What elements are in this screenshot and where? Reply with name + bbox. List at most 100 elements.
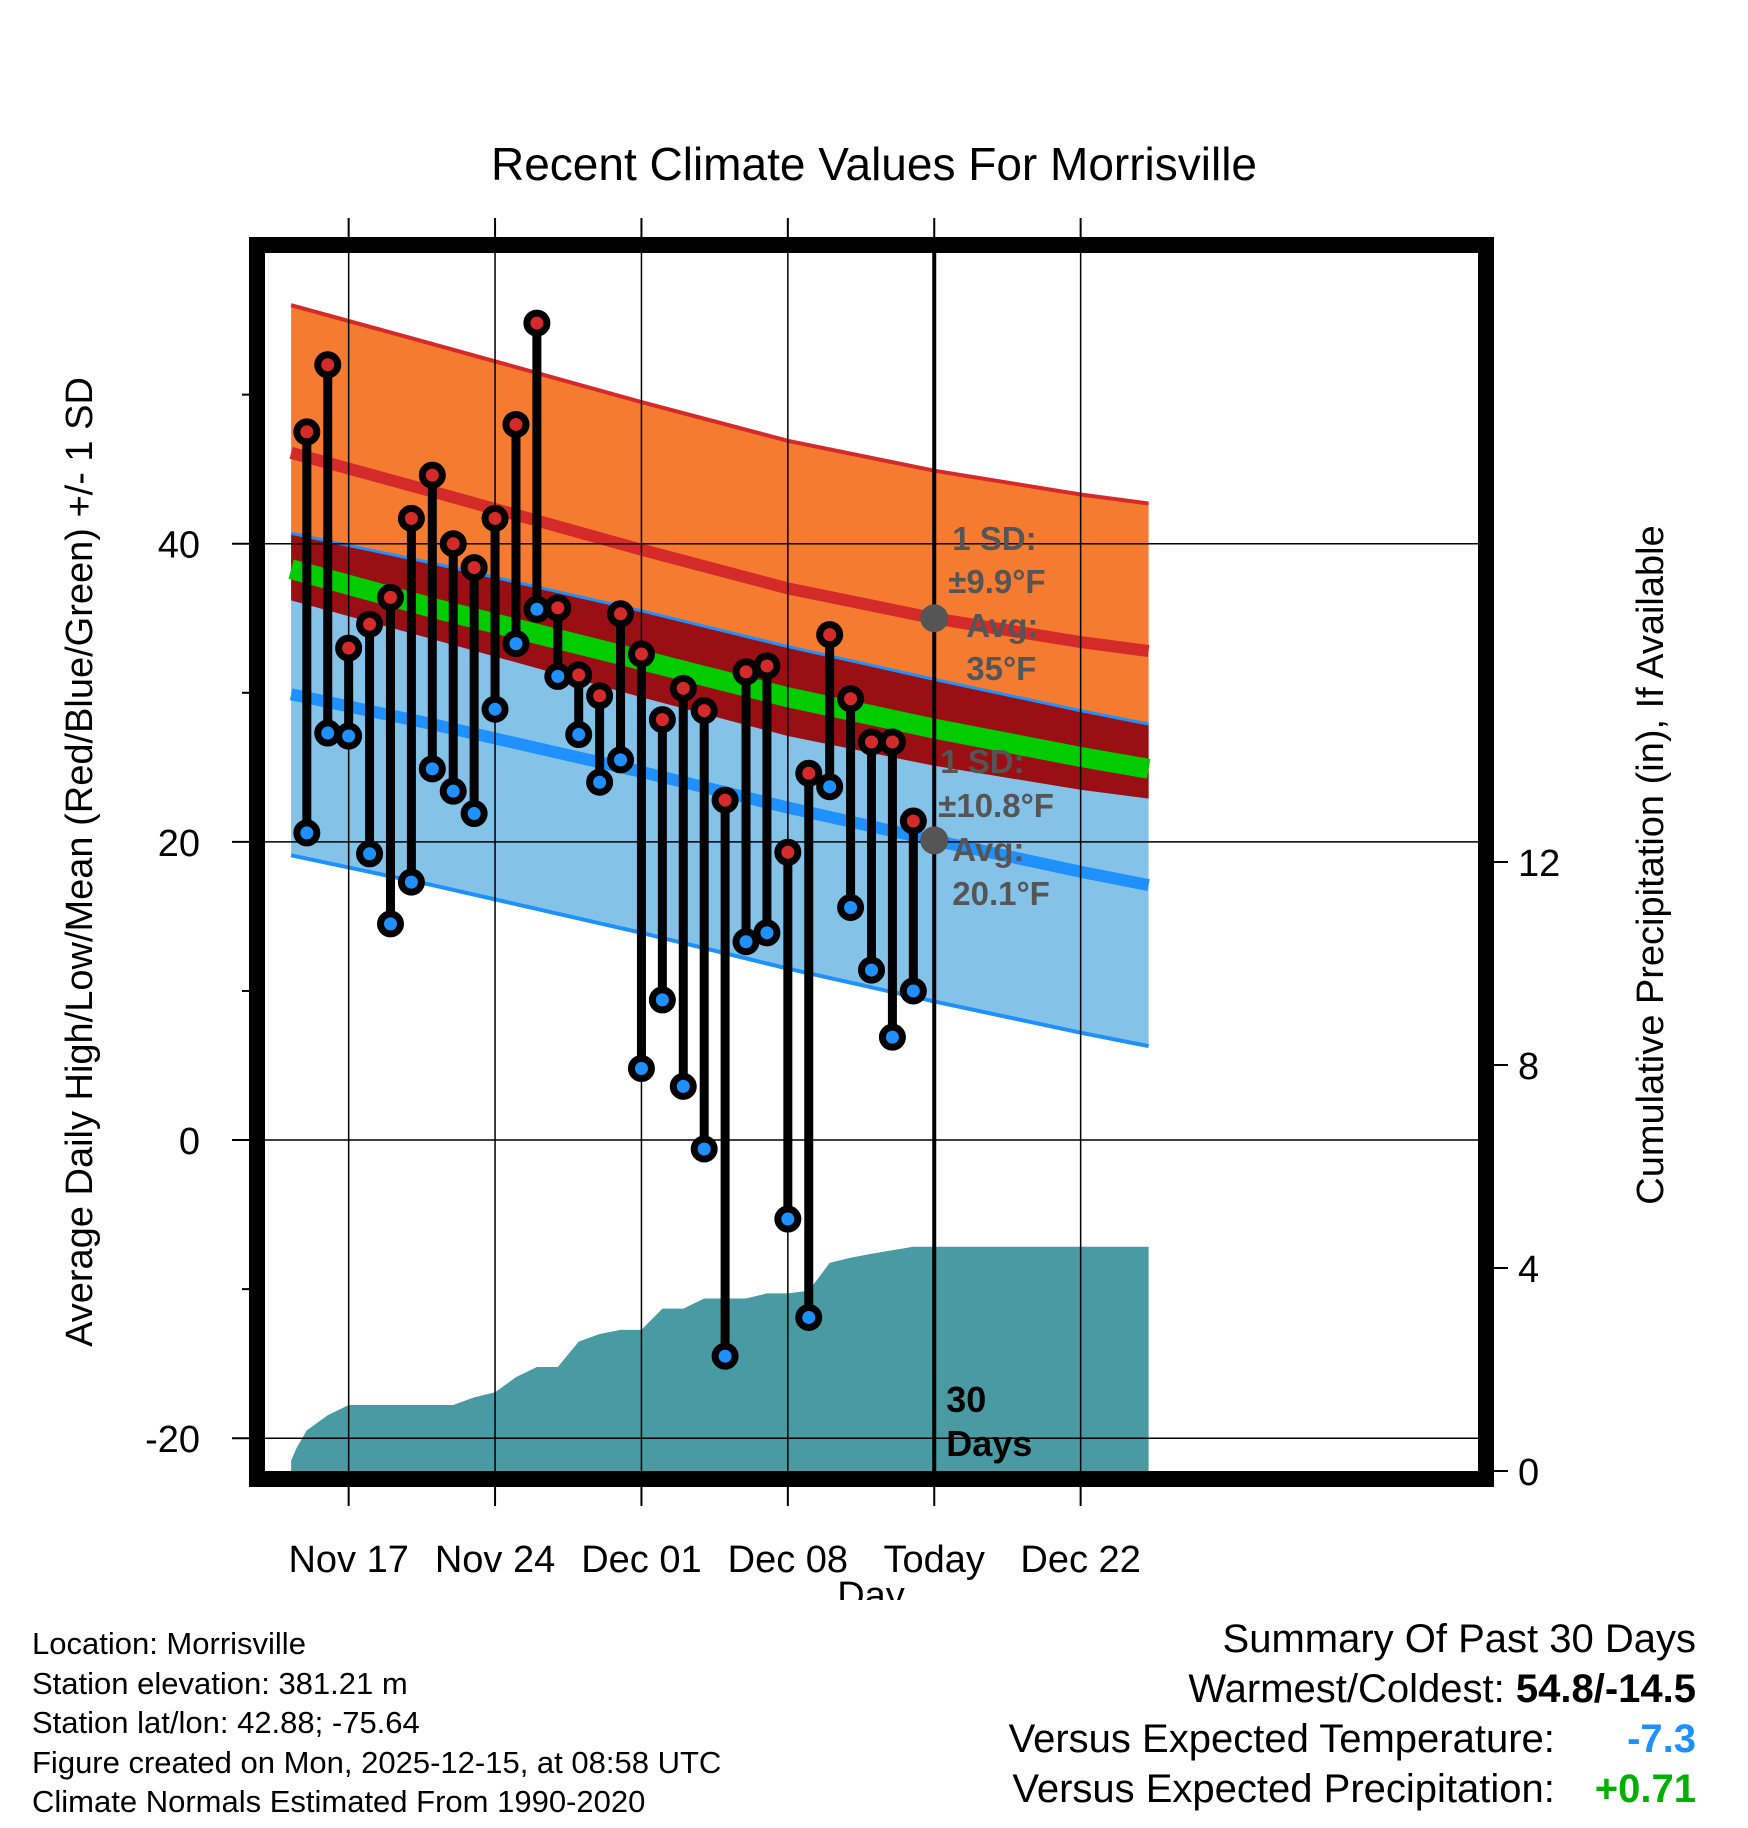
daily-low-point (335, 722, 363, 750)
temp-label: Versus Expected Temperature: (1008, 1717, 1555, 1761)
elevation-text: Station elevation: 381.21 m (32, 1665, 408, 1701)
daily-low-point (795, 1303, 823, 1331)
location-text: Location: Morrisville (32, 1626, 306, 1661)
summary-title: Summary Of Past 30 Days (1222, 1617, 1696, 1661)
daily-high-point (816, 621, 844, 649)
today-low-avg-dot (920, 826, 949, 855)
summary-warmest-row: Warmest/Coldest: 54.8/-14.5 (1009, 1664, 1696, 1714)
daily-low-point (544, 662, 572, 690)
normals-text: Climate Normals Estimated From 1990-2020 (32, 1784, 646, 1819)
daily-low-point (669, 1072, 697, 1100)
y-right-tick-label: 8 (1518, 1046, 1539, 1088)
daily-low-point (376, 910, 404, 938)
daily-low-point (648, 986, 676, 1014)
daily-low-point (502, 630, 530, 658)
daily-low-point (732, 928, 760, 956)
daily-low-point (878, 1023, 906, 1051)
daily-high-point (899, 807, 927, 835)
precip-label: Versus Expected Precipitation: (1012, 1767, 1555, 1811)
daily-high-point (502, 410, 530, 438)
daily-low-point (774, 1205, 802, 1233)
daily-low-point (711, 1342, 739, 1370)
today-high-avg-dot (920, 604, 949, 633)
daily-high-point (586, 682, 614, 710)
today-days-count: 30 (946, 1379, 986, 1420)
daily-high-point (690, 697, 718, 725)
y-left-tick-label: 0 (179, 1121, 200, 1163)
y-right-tick-label: 12 (1518, 843, 1560, 885)
summary-precip-row: Versus Expected Precipitation: +0.71 (1009, 1764, 1696, 1814)
y-right-tick-label: 0 (1518, 1452, 1539, 1494)
y-axis-label-left: Average Daily High/Low/Mean (Red/Blue/Gr… (59, 377, 101, 1347)
daily-low-point (899, 977, 927, 1005)
daily-high-point (544, 594, 572, 622)
daily-high-point (878, 728, 906, 756)
daily-high-point (648, 706, 676, 734)
daily-low-point (816, 773, 844, 801)
daily-low-point (481, 695, 509, 723)
x-axis-label: Day (837, 1575, 905, 1600)
temp-value: -7.3 (1627, 1717, 1696, 1761)
daily-low-point (293, 819, 321, 847)
daily-high-point (356, 610, 384, 638)
chart-title: Recent Climate Values For Morrisville (491, 138, 1257, 190)
daily-low-point (418, 755, 446, 783)
daily-high-point (627, 640, 655, 668)
daily-high-point (460, 554, 488, 582)
summary-panel: Summary Of Past 30 Days Warmest/Coldest:… (1009, 1614, 1696, 1814)
daily-high-point (774, 838, 802, 866)
low-avg-value: 20.1°F (952, 875, 1050, 912)
high-avg-label: Avg: (966, 607, 1038, 644)
daily-low-point (460, 800, 488, 828)
daily-high-point (753, 652, 781, 680)
daily-low-point (690, 1135, 718, 1163)
y-axis-label-right: Cumulative Precipitation (in), If Availa… (1630, 525, 1672, 1204)
y-left-tick-label: 40 (158, 525, 200, 567)
x-tick-label: Dec 01 (581, 1539, 701, 1581)
low-sd-value: ±10.8°F (938, 787, 1054, 824)
summary-temp-row: Versus Expected Temperature: -7.3 (1009, 1714, 1696, 1764)
daily-high-point (481, 504, 509, 532)
y-right-tick-label: 4 (1518, 1249, 1539, 1291)
high-sd-label: 1 SD: (952, 520, 1036, 557)
warmest-label: Warmest/Coldest: (1188, 1667, 1505, 1711)
daily-high-point (397, 504, 425, 532)
daily-high-point (711, 786, 739, 814)
daily-high-point (335, 634, 363, 662)
daily-high-point (565, 661, 593, 689)
warmest-value: 54.8/-14.5 (1515, 1667, 1696, 1711)
low-sd-label: 1 SD: (940, 743, 1024, 780)
daily-low-point (439, 777, 467, 805)
daily-low-point (753, 919, 781, 947)
daily-high-point (293, 418, 321, 446)
climate-chart: Recent Climate Values For Morrisville 1 … (59, 138, 1672, 1600)
y-left-tick-label: -20 (145, 1419, 200, 1461)
daily-high-point (858, 728, 885, 756)
daily-high-point (732, 658, 760, 686)
daily-low-point (397, 868, 425, 896)
low-avg-label: Avg: (952, 831, 1024, 868)
precip-value: +0.71 (1594, 1767, 1696, 1811)
daily-low-point (627, 1054, 655, 1082)
daily-high-point (795, 759, 823, 787)
daily-low-point (565, 721, 593, 749)
daily-high-point (314, 351, 342, 379)
plot-frame (249, 237, 1494, 1487)
daily-low-point (356, 840, 384, 868)
x-tick-label: Nov 24 (435, 1539, 555, 1581)
x-tick-label: Today (884, 1539, 985, 1581)
latlon-text: Station lat/lon: 42.88; -75.64 (32, 1705, 420, 1740)
high-avg-value: 35°F (966, 650, 1036, 687)
daily-high-point (418, 461, 446, 489)
today-days-label: Days (946, 1423, 1032, 1464)
daily-low-point (523, 595, 551, 623)
daily-high-point (607, 600, 635, 628)
daily-low-point (858, 956, 885, 984)
daily-low-point (607, 746, 635, 774)
created-text: Figure created on Mon, 2025-12-15, at 08… (32, 1744, 722, 1780)
x-tick-label: Nov 17 (288, 1539, 408, 1581)
station-info: Location: Morrisville Station elevation:… (32, 1624, 721, 1822)
daily-high-point (376, 583, 404, 611)
x-tick-label: Dec 08 (728, 1539, 848, 1581)
daily-high-point (837, 685, 865, 713)
